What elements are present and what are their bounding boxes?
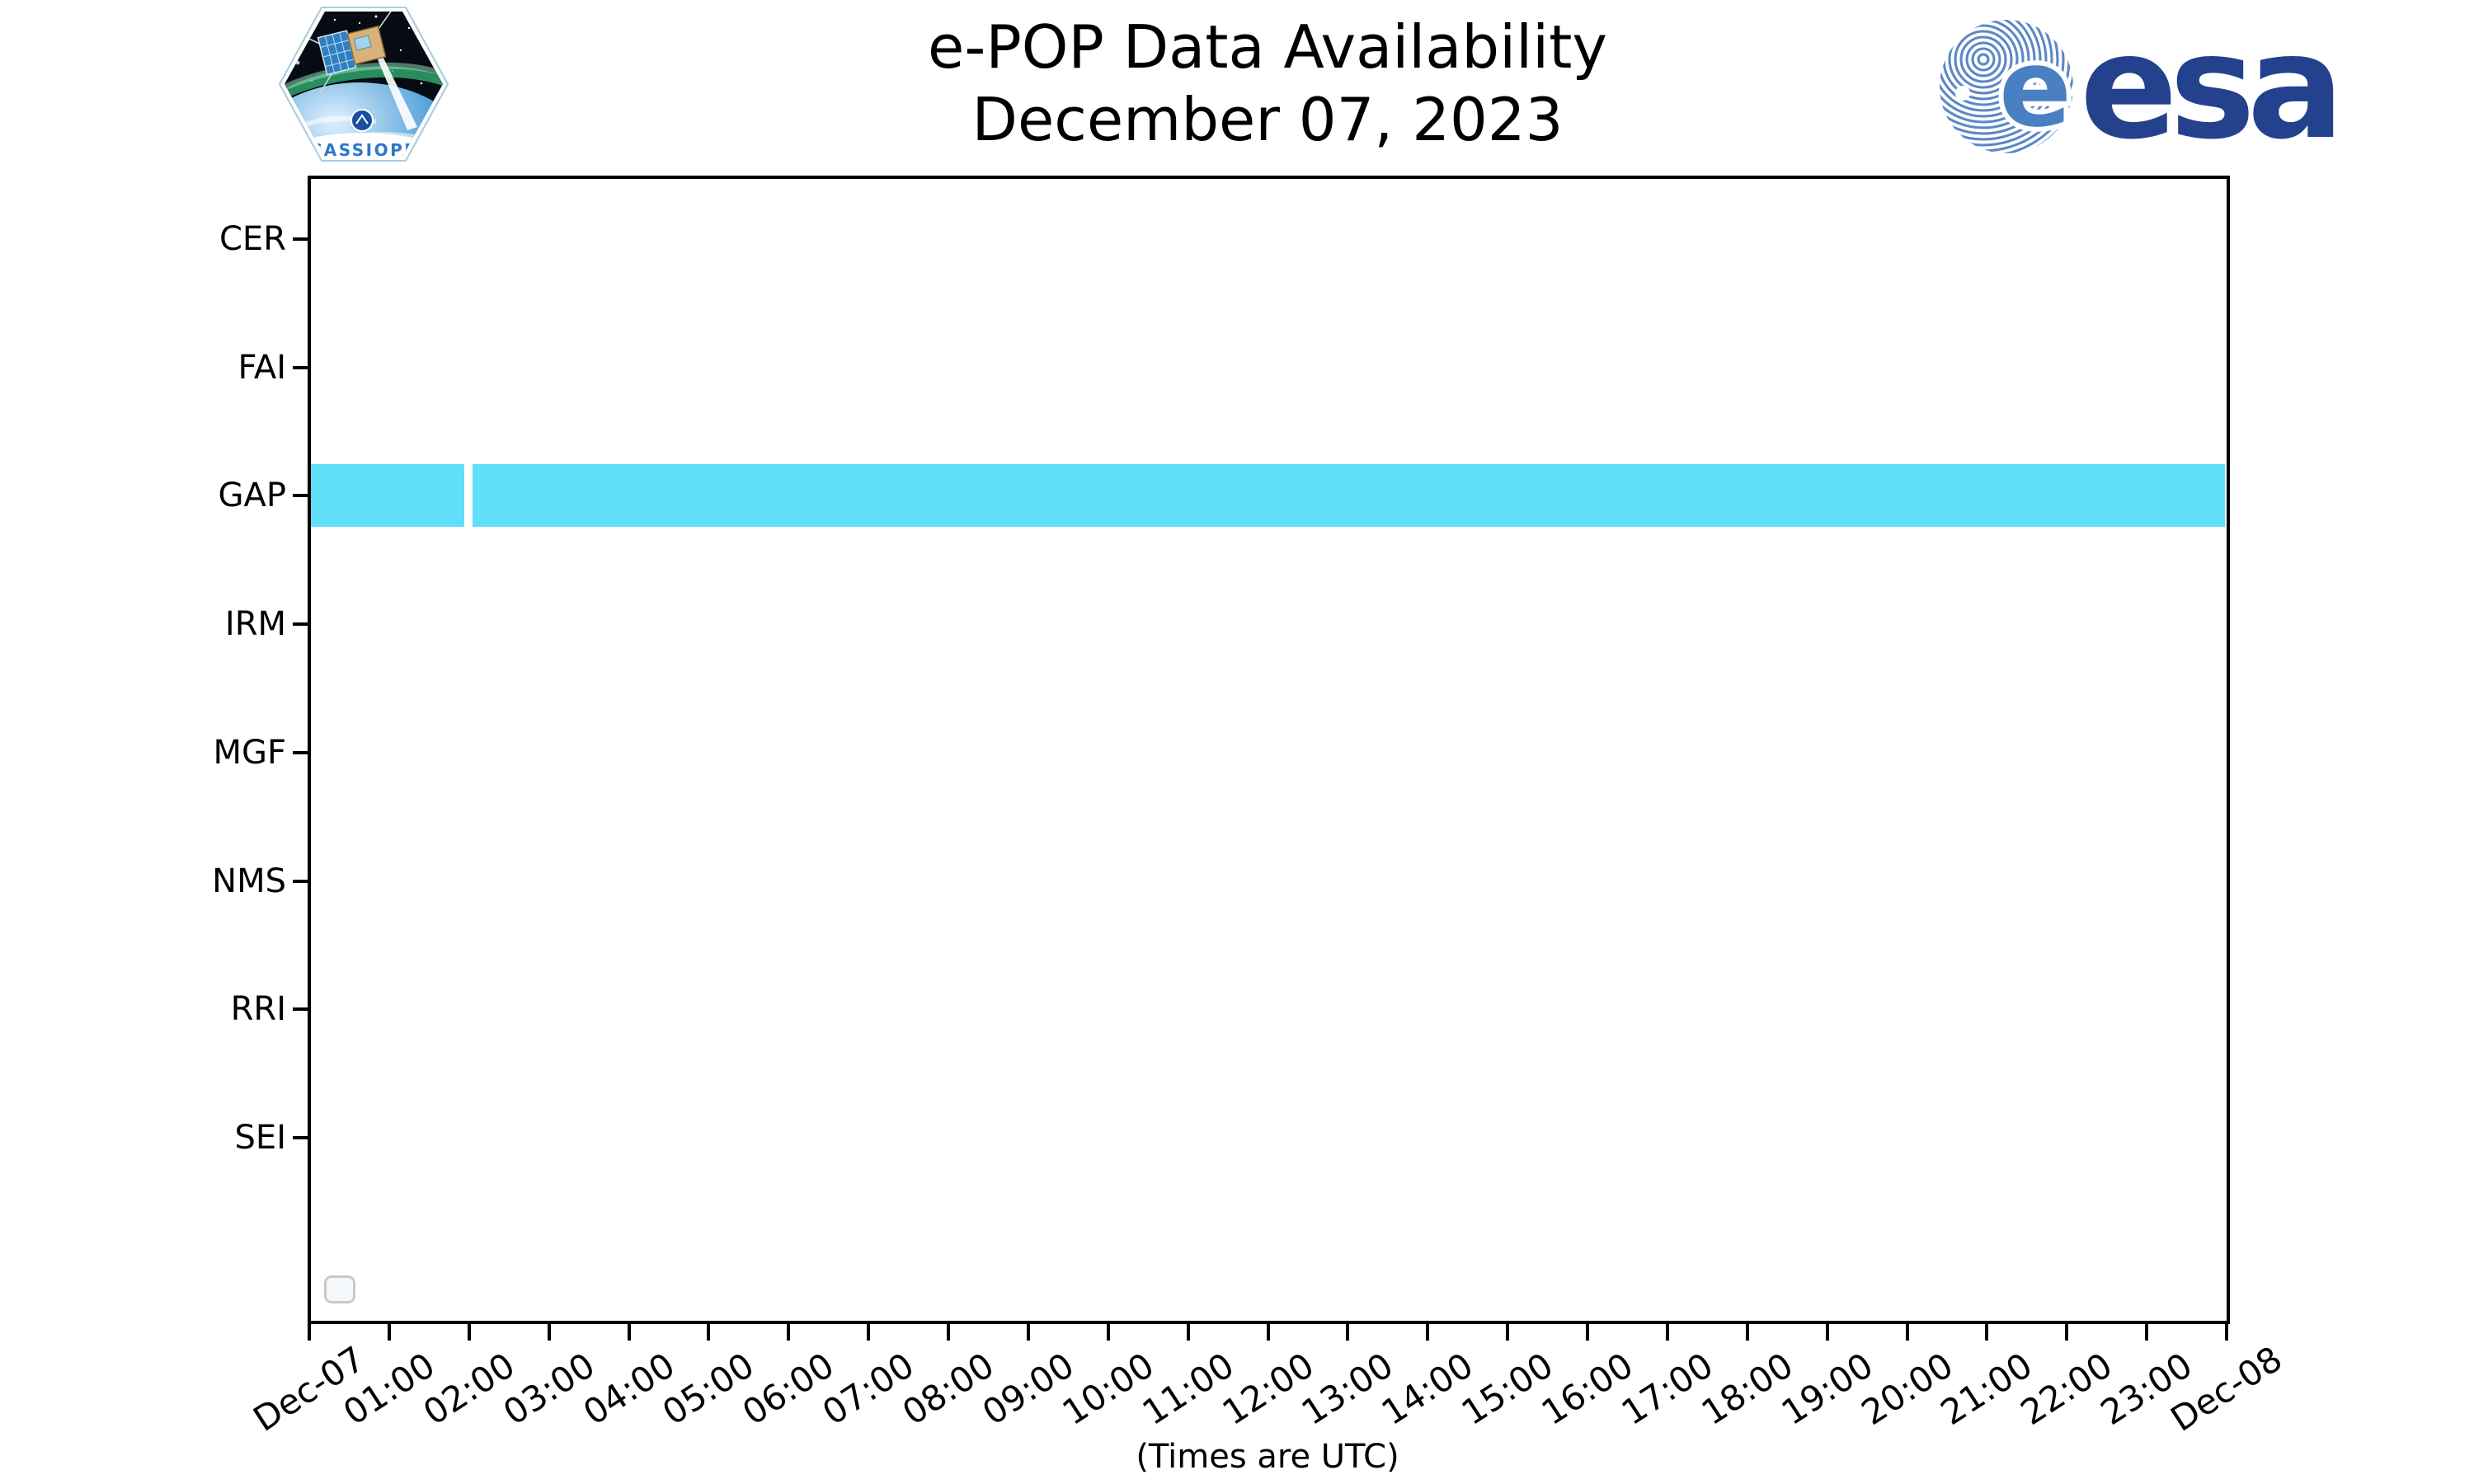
y-tick-label-sei: SEI bbox=[234, 1118, 286, 1157]
x-tick-label-04-00: 04:00 bbox=[576, 1345, 682, 1434]
x-tick-12 bbox=[1266, 1322, 1270, 1341]
x-tick-label-21-00: 21:00 bbox=[1933, 1345, 2040, 1434]
x-tick-21 bbox=[1985, 1322, 1989, 1341]
patch-beam bbox=[373, 46, 417, 130]
x-tick-24 bbox=[2225, 1322, 2228, 1341]
x-tick-label-07-00: 07:00 bbox=[815, 1345, 921, 1434]
x-tick-label-18-00: 18:00 bbox=[1694, 1345, 1800, 1434]
x-tick-0 bbox=[308, 1322, 311, 1341]
x-tick-label-11-00: 11:00 bbox=[1135, 1345, 1241, 1434]
x-tick-4 bbox=[627, 1322, 631, 1341]
y-tick-label-fai: FAI bbox=[238, 348, 287, 387]
plot-frame bbox=[308, 176, 2230, 1324]
legend-box-empty bbox=[324, 1275, 355, 1303]
y-tick-mgf bbox=[293, 750, 309, 754]
x-tick-15 bbox=[1506, 1322, 1510, 1341]
y-tick-label-gap: GAP bbox=[218, 477, 286, 515]
x-tick-23 bbox=[2145, 1322, 2149, 1341]
x-tick-7 bbox=[867, 1322, 871, 1341]
x-tick-8 bbox=[947, 1322, 950, 1341]
x-tick-19 bbox=[1825, 1322, 1829, 1341]
page-title: e-POP Data Availability December 07, 202… bbox=[928, 12, 1607, 157]
esa-globe-icon: e bbox=[1940, 20, 2073, 153]
y-tick-label-irm: IRM bbox=[224, 605, 286, 644]
x-tick-9 bbox=[1026, 1322, 1030, 1341]
y-tick-label-nms: NMS bbox=[212, 862, 286, 900]
esa-globe-e: e bbox=[1999, 26, 2072, 151]
y-tick-fai bbox=[293, 365, 309, 369]
x-tick-10 bbox=[1106, 1322, 1110, 1341]
x-tick-label-09-00: 09:00 bbox=[975, 1345, 1081, 1434]
x-tick-label-12-00: 12:00 bbox=[1215, 1345, 1321, 1434]
esa-logo: e esa bbox=[1940, 13, 2334, 160]
x-tick-6 bbox=[787, 1322, 791, 1341]
y-tick-label-mgf: MGF bbox=[213, 733, 286, 772]
y-tick-gap bbox=[293, 494, 309, 498]
y-tick-rri bbox=[293, 1007, 309, 1012]
patch-csa-roundel bbox=[350, 109, 374, 132]
x-tick-label-10-00: 10:00 bbox=[1055, 1345, 1161, 1434]
x-tick-label-03-00: 03:00 bbox=[496, 1345, 602, 1434]
x-tick-label-22-00: 22:00 bbox=[2013, 1345, 2120, 1434]
x-tick-11 bbox=[1186, 1322, 1190, 1341]
x-tick-20 bbox=[1905, 1322, 1909, 1341]
x-tick-13 bbox=[1346, 1322, 1350, 1341]
x-tick-label-19-00: 19:00 bbox=[1774, 1345, 1880, 1434]
x-tick-14 bbox=[1426, 1322, 1430, 1341]
esa-globe-star-dot bbox=[1955, 86, 1970, 101]
patch-csa-chevron bbox=[355, 114, 369, 124]
patch-aurora-glow bbox=[285, 62, 443, 91]
x-tick-3 bbox=[547, 1322, 551, 1341]
x-tick-label-20-00: 20:00 bbox=[1854, 1345, 1960, 1434]
x-tick-label-13-00: 13:00 bbox=[1294, 1345, 1401, 1434]
x-tick-5 bbox=[707, 1322, 711, 1341]
y-tick-label-rri: RRI bbox=[230, 990, 286, 1029]
x-tick-label-15-00: 15:00 bbox=[1454, 1345, 1560, 1434]
x-axis-caption: (Times are UTC) bbox=[1136, 1438, 1399, 1476]
y-tick-cer bbox=[293, 237, 309, 241]
x-tick-18 bbox=[1745, 1322, 1749, 1341]
y-tick-nms bbox=[293, 879, 309, 883]
x-tick-2 bbox=[467, 1322, 471, 1341]
x-tick-1 bbox=[387, 1322, 391, 1341]
x-tick-label-17-00: 17:00 bbox=[1614, 1345, 1720, 1434]
x-tick-label-06-00: 06:00 bbox=[735, 1345, 842, 1434]
availability-bar-segment-gap bbox=[472, 464, 2225, 528]
esa-wordmark: esa bbox=[2080, 13, 2334, 160]
title-line-1: e-POP Data Availability bbox=[928, 12, 1607, 82]
availability-bar-segment-gap bbox=[311, 464, 465, 528]
patch-satellite bbox=[296, 12, 397, 94]
y-tick-label-cer: CER bbox=[219, 220, 286, 258]
x-tick-label-16-00: 16:00 bbox=[1534, 1345, 1640, 1434]
cassiope-mission-patch: CASSIOPE bbox=[278, 7, 449, 162]
patch-swoosh bbox=[285, 133, 443, 157]
x-tick-16 bbox=[1586, 1322, 1589, 1341]
x-tick-label-05-00: 05:00 bbox=[655, 1345, 762, 1434]
x-tick-22 bbox=[2065, 1322, 2069, 1341]
x-tick-17 bbox=[1665, 1322, 1669, 1341]
y-tick-sei bbox=[293, 1135, 309, 1139]
x-tick-label-08-00: 08:00 bbox=[895, 1345, 1001, 1434]
x-tick-label-14-00: 14:00 bbox=[1374, 1345, 1481, 1434]
x-tick-label-02-00: 02:00 bbox=[416, 1345, 522, 1434]
patch-label: CASSIOPE bbox=[310, 140, 418, 160]
title-line-2: December 07, 2023 bbox=[971, 84, 1564, 154]
y-tick-irm bbox=[293, 622, 309, 627]
